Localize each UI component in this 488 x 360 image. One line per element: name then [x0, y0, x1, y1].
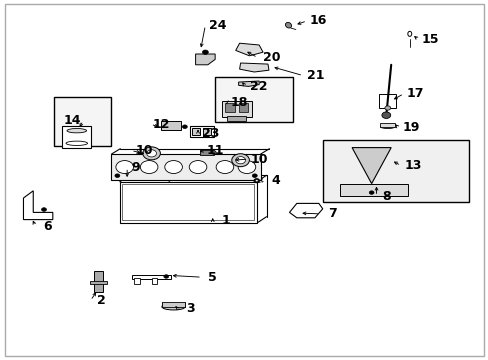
Circle shape [255, 180, 258, 182]
Bar [162, 302, 185, 307]
Bar [54, 97, 111, 146]
Circle shape [252, 174, 257, 177]
Text: 1: 1 [221, 214, 230, 227]
Circle shape [202, 50, 208, 54]
Text: 15: 15 [421, 33, 438, 46]
Circle shape [189, 161, 206, 174]
Bar [94, 271, 103, 292]
Text: 16: 16 [308, 14, 326, 27]
Bar [111, 154, 260, 180]
Text: 19: 19 [401, 121, 419, 134]
Bar [90, 281, 107, 284]
Bar [191, 128, 199, 135]
Circle shape [41, 208, 46, 211]
Bar [189, 126, 214, 137]
Text: 22: 22 [250, 80, 267, 93]
Text: 13: 13 [404, 159, 421, 172]
Bar [227, 116, 245, 121]
Bar [215, 77, 293, 122]
Circle shape [235, 157, 245, 164]
Bar [238, 103, 248, 112]
Ellipse shape [380, 125, 394, 129]
Circle shape [163, 275, 168, 278]
Circle shape [368, 191, 373, 194]
Bar [151, 278, 157, 284]
Circle shape [140, 161, 158, 174]
Ellipse shape [66, 141, 87, 145]
Bar [132, 275, 171, 279]
Circle shape [238, 161, 255, 174]
Bar [322, 140, 468, 202]
Circle shape [146, 150, 156, 157]
Bar [122, 184, 254, 220]
Bar [134, 278, 140, 284]
Bar [161, 121, 181, 130]
Polygon shape [239, 63, 268, 72]
Circle shape [182, 125, 187, 129]
Circle shape [115, 174, 120, 177]
Polygon shape [238, 81, 259, 86]
Ellipse shape [162, 303, 185, 310]
Text: 20: 20 [262, 51, 280, 64]
Text: 21: 21 [306, 69, 324, 82]
Polygon shape [289, 203, 322, 218]
Ellipse shape [212, 151, 216, 154]
Bar [200, 150, 214, 155]
Text: 4: 4 [271, 174, 280, 186]
Text: 10: 10 [135, 144, 153, 157]
Ellipse shape [407, 31, 411, 36]
Polygon shape [195, 54, 215, 65]
Bar [339, 184, 407, 196]
Text: 18: 18 [230, 96, 248, 109]
Text: 12: 12 [152, 118, 170, 131]
Text: 6: 6 [43, 220, 52, 233]
Bar [203, 128, 210, 135]
Circle shape [253, 179, 259, 183]
Text: 17: 17 [406, 87, 424, 100]
Text: 9: 9 [131, 161, 140, 174]
Ellipse shape [285, 22, 291, 28]
Circle shape [216, 161, 233, 174]
Circle shape [116, 161, 133, 174]
Text: 2: 2 [97, 294, 106, 307]
Circle shape [164, 161, 182, 174]
Text: 24: 24 [208, 19, 226, 32]
Polygon shape [351, 148, 390, 184]
Text: 7: 7 [327, 207, 336, 220]
Bar [378, 94, 395, 108]
Bar [380, 123, 394, 127]
Polygon shape [23, 191, 53, 220]
Text: 11: 11 [206, 144, 224, 157]
Circle shape [231, 154, 249, 167]
Text: 10: 10 [250, 153, 267, 166]
Text: 8: 8 [381, 190, 390, 203]
Text: 5: 5 [208, 271, 217, 284]
Circle shape [381, 112, 390, 118]
Text: 3: 3 [186, 302, 195, 315]
Bar [62, 126, 91, 148]
Bar [224, 103, 234, 112]
Text: 14: 14 [63, 114, 81, 127]
Ellipse shape [67, 129, 86, 133]
Text: 23: 23 [201, 127, 219, 140]
Circle shape [142, 147, 160, 160]
Bar [120, 182, 256, 223]
Polygon shape [235, 43, 263, 56]
Circle shape [384, 106, 390, 110]
Bar [222, 101, 251, 117]
